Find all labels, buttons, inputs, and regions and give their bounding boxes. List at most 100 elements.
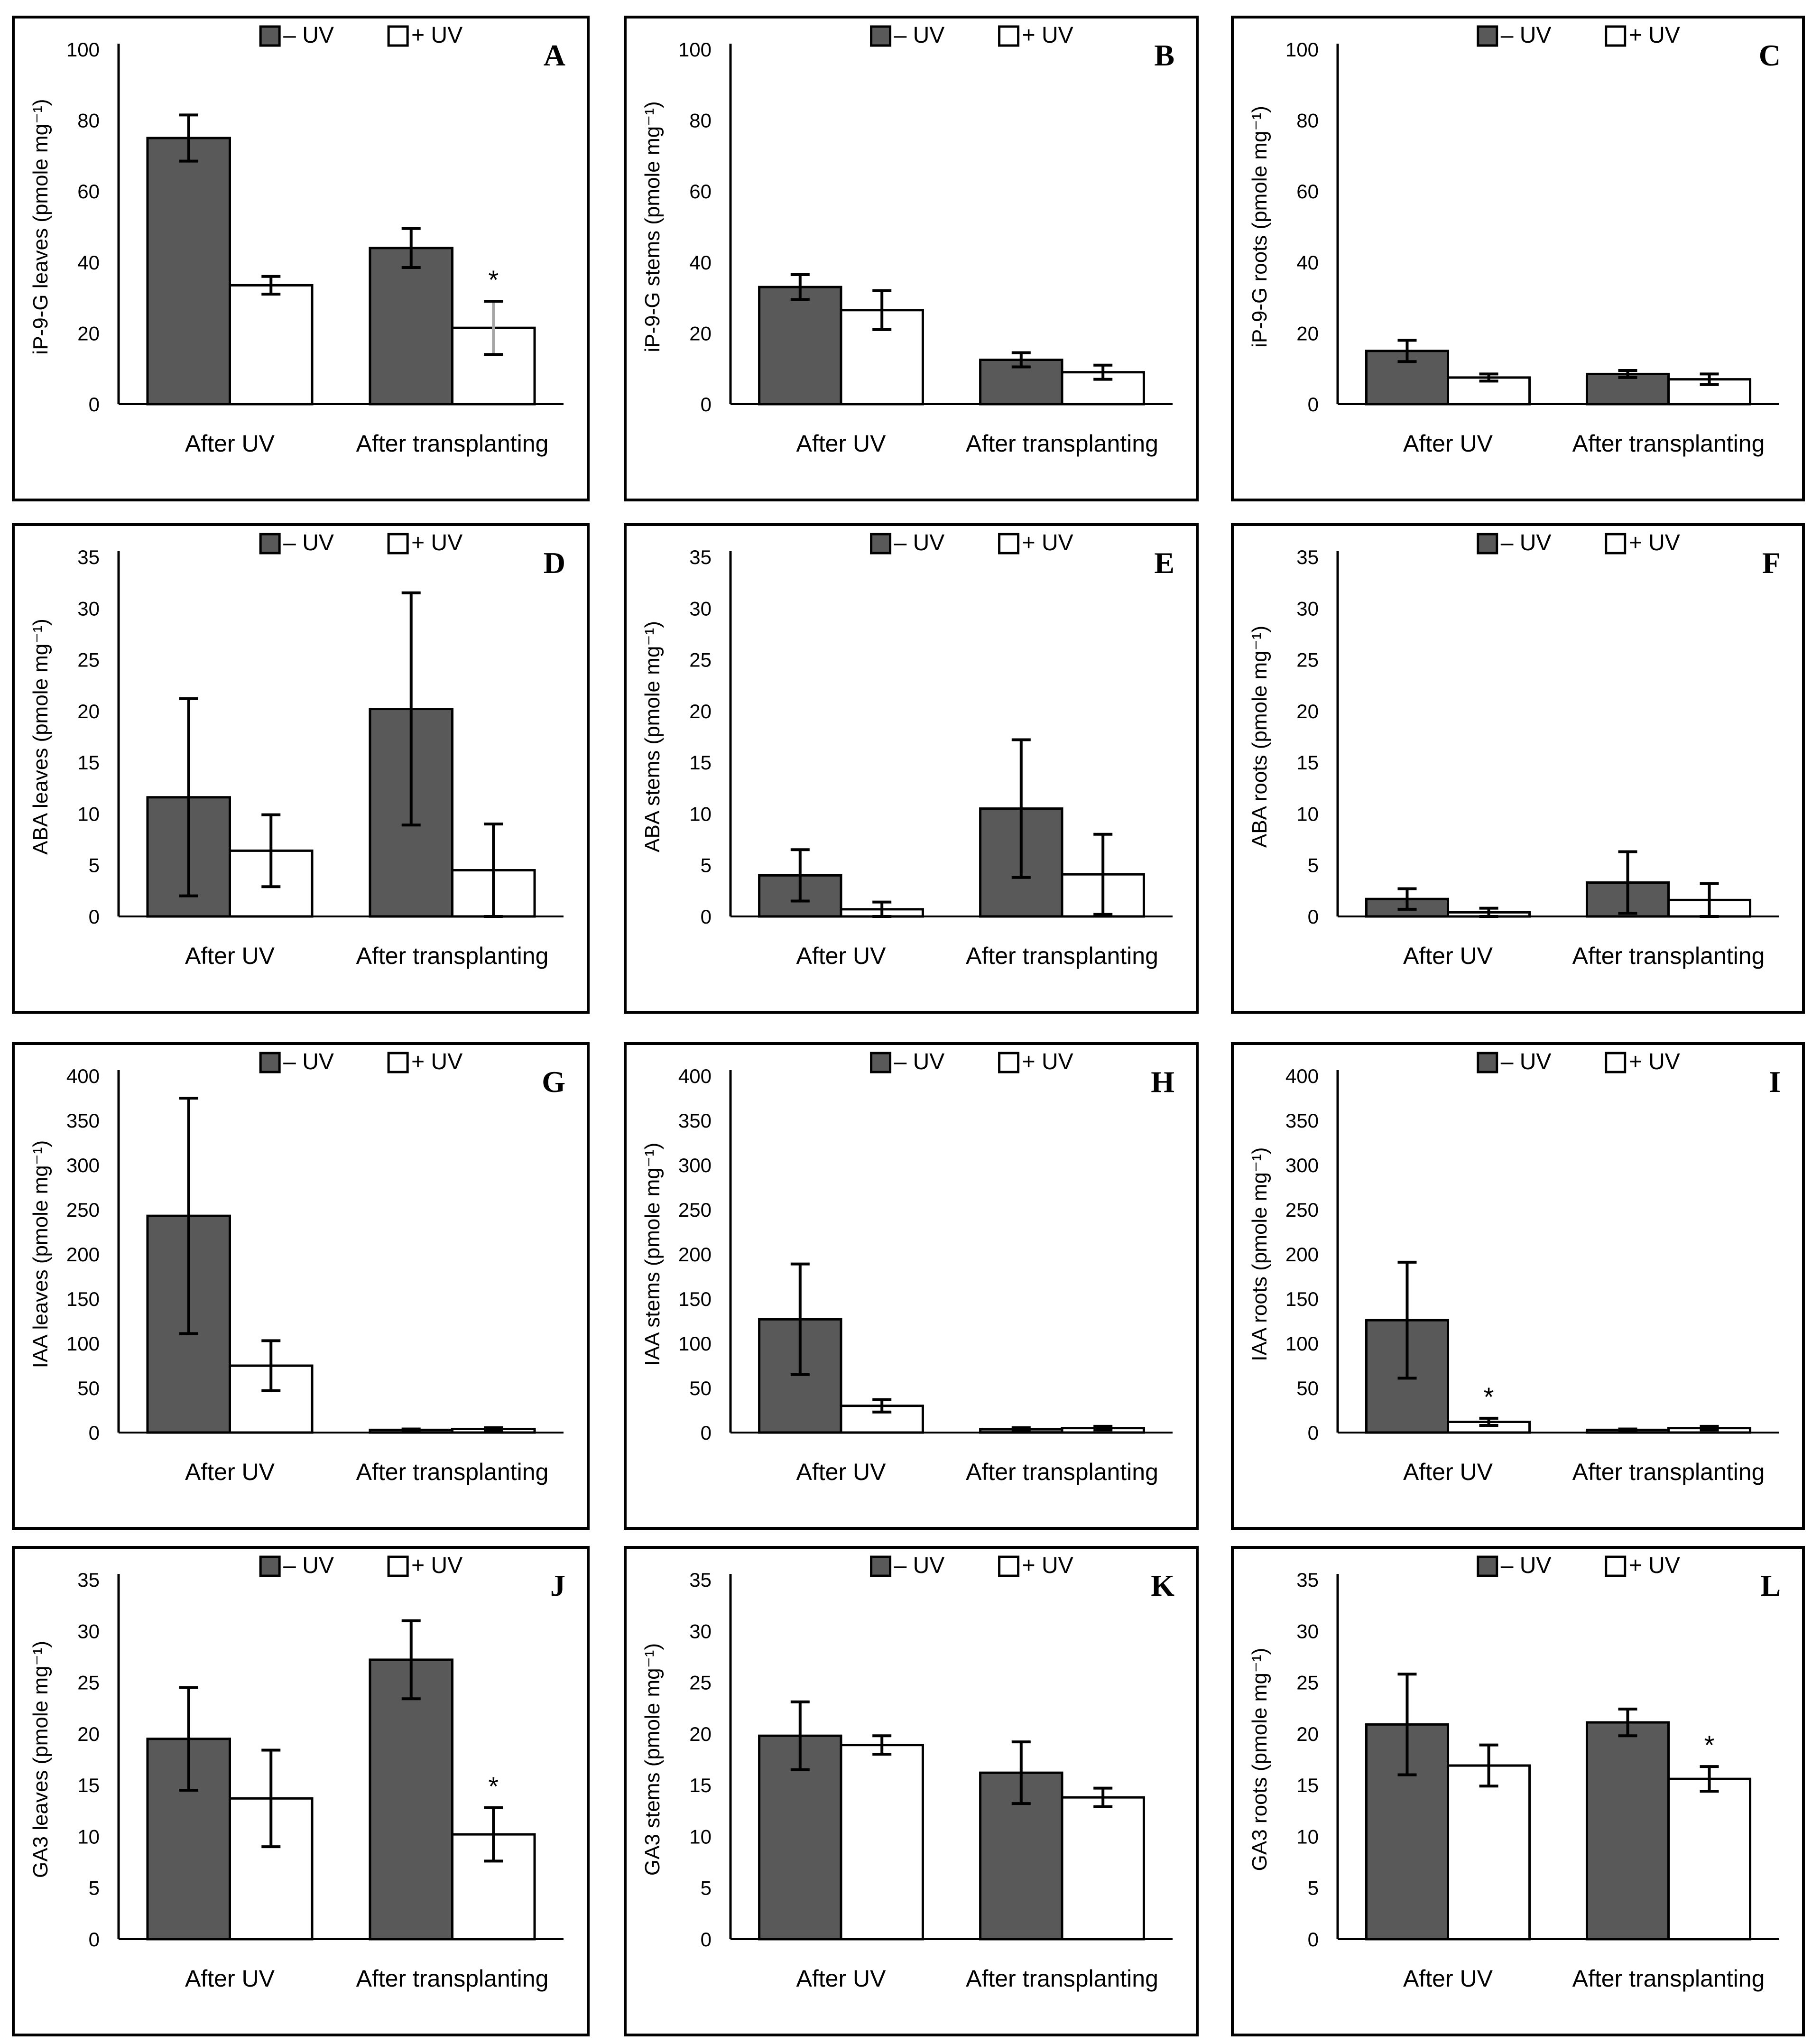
panel-letter: D: [544, 546, 565, 580]
y-tick-label: 5: [89, 854, 100, 877]
panel-letter: J: [550, 1569, 565, 1602]
legend-swatch-minus-uv: [1477, 1052, 1498, 1073]
legend-swatch-plus-uv: [387, 533, 409, 555]
y-tick-label: 30: [689, 1620, 712, 1642]
legend-swatch-plus-uv: [387, 1555, 409, 1577]
y-tick-label: 0: [701, 906, 712, 928]
category-label: After UV: [185, 1459, 275, 1485]
panel-letter: H: [1151, 1065, 1174, 1099]
category-label: After UV: [185, 1965, 275, 1992]
legend: – UV + UV: [870, 23, 1073, 48]
y-tick-label: 200: [66, 1243, 100, 1266]
y-tick-label: 5: [701, 854, 712, 877]
y-axis-label: GA3 roots (pmole mg⁻¹): [1248, 1648, 1271, 1871]
y-tick-label: 5: [1308, 854, 1319, 877]
legend-label-plus-uv: + UV: [411, 1049, 462, 1074]
y-tick-label: 400: [66, 1065, 100, 1087]
y-tick-label: 0: [1308, 1422, 1319, 1444]
category-label: After transplanting: [356, 943, 549, 969]
y-tick-label: 5: [89, 1877, 100, 1899]
significance-asterisk: *: [1704, 1730, 1715, 1760]
panel-frame: [1231, 1042, 1805, 1530]
panel-frame: [12, 523, 590, 1014]
y-tick-label: 20: [689, 700, 712, 722]
y-tick-label: 20: [689, 322, 712, 344]
panel-letter: A: [544, 38, 565, 72]
y-axis-label: iP-9-G roots (pmole mg⁻¹): [1248, 106, 1271, 348]
y-tick-label: 300: [678, 1154, 712, 1176]
y-tick-label: 250: [678, 1199, 712, 1221]
y-tick-label: 20: [1296, 700, 1319, 722]
category-label: After UV: [185, 430, 275, 457]
y-tick-label: 150: [678, 1288, 712, 1310]
y-tick-label: 10: [1296, 1825, 1319, 1848]
y-tick-label: 20: [77, 1723, 100, 1745]
bar-plus-uv: [840, 1744, 924, 1941]
y-tick-label: 100: [678, 38, 712, 61]
y-tick-label: 250: [1285, 1199, 1319, 1221]
y-tick-label: 25: [77, 649, 100, 671]
y-tick-label: 250: [66, 1199, 100, 1221]
y-tick-label: 30: [77, 1620, 100, 1642]
legend-label-minus-uv: – UV: [894, 23, 945, 48]
y-tick-label: 350: [66, 1110, 100, 1132]
category-label: After transplanting: [356, 430, 549, 457]
y-tick-label: 35: [77, 1569, 100, 1591]
bar-plus-uv: [229, 284, 314, 406]
y-tick-label: 25: [1296, 649, 1319, 671]
y-tick-label: 100: [1285, 1332, 1319, 1355]
panel-letter: K: [1151, 1569, 1174, 1602]
y-tick-label: 80: [77, 110, 100, 132]
legend-swatch-plus-uv: [387, 25, 409, 47]
y-tick-label: 10: [689, 803, 712, 825]
y-tick-label: 15: [689, 751, 712, 774]
y-tick-label: 30: [77, 597, 100, 620]
legend-label-minus-uv: – UV: [283, 1553, 334, 1578]
y-tick-label: 30: [1296, 1620, 1319, 1642]
legend-label-minus-uv: – UV: [1501, 1049, 1552, 1074]
y-axis-label: ABA stems (pmole mg⁻¹): [641, 621, 664, 852]
legend-swatch-minus-uv: [1477, 533, 1498, 555]
panel-frame: [624, 16, 1199, 501]
y-tick-label: 150: [66, 1288, 100, 1310]
y-tick-label: 50: [1296, 1377, 1319, 1399]
legend-swatch-plus-uv: [998, 1555, 1020, 1577]
bar-minus-uv: [369, 1658, 453, 1941]
legend-swatch-minus-uv: [259, 533, 281, 555]
legend: – UV + UV: [259, 23, 462, 48]
legend-label-minus-uv: – UV: [894, 1049, 945, 1074]
panel-frame: [12, 1546, 590, 2036]
y-tick-label: 200: [1285, 1243, 1319, 1266]
y-tick-label: 20: [1296, 1723, 1319, 1745]
y-tick-label: 5: [701, 1877, 712, 1899]
y-tick-label: 200: [678, 1243, 712, 1266]
significance-asterisk: *: [1484, 1382, 1494, 1412]
legend-label-plus-uv: + UV: [1022, 23, 1073, 48]
legend-swatch-minus-uv: [259, 1555, 281, 1577]
y-tick-label: 0: [89, 1928, 100, 1951]
y-axis-label: IAA stems (pmole mg⁻¹): [641, 1143, 664, 1366]
legend-swatch-minus-uv: [870, 25, 892, 47]
category-label: After UV: [1403, 943, 1493, 969]
legend: – UV + UV: [870, 1553, 1073, 1578]
legend: – UV + UV: [259, 1049, 462, 1074]
y-tick-label: 25: [689, 1672, 712, 1694]
y-tick-label: 35: [77, 546, 100, 568]
legend-label-minus-uv: – UV: [894, 1553, 945, 1578]
y-tick-label: 100: [66, 38, 100, 61]
chart-panel-d: 0 5 10 15 20 25 30 35 ABA leaves (pmole mg⁻¹) Aft…: [12, 523, 590, 1014]
legend: – UV + UV: [870, 1049, 1073, 1074]
legend: – UV + UV: [1477, 1049, 1680, 1074]
legend-label-plus-uv: + UV: [411, 23, 462, 48]
category-label: After UV: [185, 943, 275, 969]
bar-minus-uv: [369, 247, 453, 406]
legend-label-plus-uv: + UV: [1022, 1553, 1073, 1578]
y-tick-label: 100: [678, 1332, 712, 1355]
y-tick-label: 0: [701, 393, 712, 416]
y-axis-label: IAA roots (pmole mg⁻¹): [1248, 1147, 1271, 1361]
legend-label-minus-uv: – UV: [894, 530, 945, 555]
y-tick-label: 0: [1308, 393, 1319, 416]
y-axis-label: ABA roots (pmole mg⁻¹): [1248, 626, 1271, 848]
